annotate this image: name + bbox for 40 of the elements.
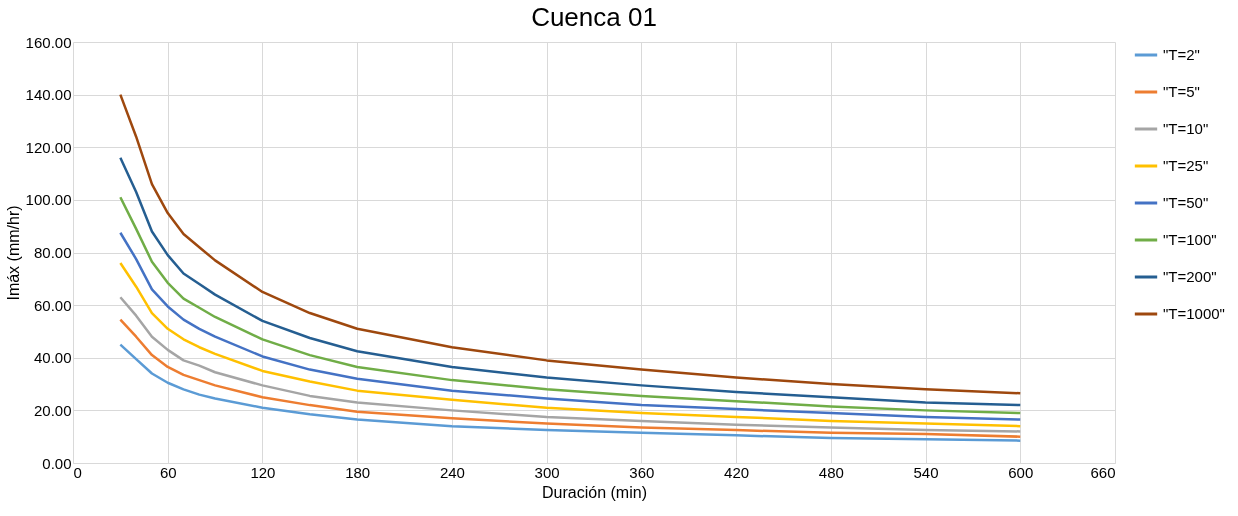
x-tick-label: 600 [1008,463,1034,481]
legend-label: "T=2" [1163,46,1200,63]
legend-label: "T=100" [1163,231,1217,248]
y-tick-label: 40.00 [33,349,72,367]
y-tick-label: 60.00 [33,296,72,314]
y-tick-label: 80.00 [33,244,72,261]
y-axis-title: Imáx (mm/hr) [4,205,22,301]
line-series [119,343,1022,442]
line-series [119,93,1022,395]
x-axis-title: Duración (min) [542,483,647,501]
x-tick-label: 660 [1090,463,1116,481]
x-tick-label: 0 [73,463,82,481]
y-tick-label: 0.00 [42,454,72,472]
x-tick-label: 180 [345,463,371,481]
y-tick-label: 120.00 [25,138,72,156]
legend-label: "T=1000" [1163,305,1225,322]
x-tick-label: 360 [629,463,655,481]
legend-label: "T=5" [1163,83,1200,100]
line-series [119,156,1022,407]
legend-label: "T=25" [1163,157,1209,174]
y-tick-label: 20.00 [33,401,72,419]
line-series [119,231,1022,421]
legend-label: "T=50" [1163,194,1209,211]
x-tick-label: 480 [818,463,844,481]
line-series [119,261,1022,428]
x-tick-label: 540 [913,463,939,481]
line-series [119,318,1022,438]
x-tick-label: 60 [159,463,177,481]
legend-label: "T=200" [1163,268,1217,285]
chart-title: Cuenca 01 [531,2,657,32]
x-tick-label: 420 [724,463,750,481]
x-tick-label: 240 [439,463,465,481]
legend-label: "T=10" [1163,120,1209,137]
y-tick-label: 160.00 [25,33,72,51]
x-tick-label: 300 [534,463,560,481]
x-tick-label: 120 [250,463,276,481]
line-series [119,295,1022,433]
y-tick-label: 100.00 [25,191,72,209]
y-tick-label: 140.00 [25,86,72,104]
line-series [119,195,1022,415]
